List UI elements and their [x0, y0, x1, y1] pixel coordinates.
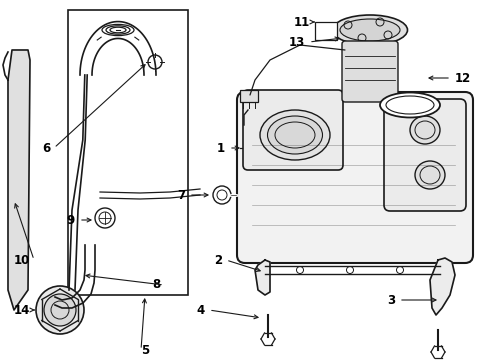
Text: 8: 8	[152, 279, 160, 292]
Text: 2: 2	[214, 253, 222, 266]
Text: 13: 13	[289, 36, 305, 49]
Polygon shape	[8, 50, 30, 310]
Bar	[315, 22, 337, 40]
Polygon shape	[430, 258, 455, 315]
Bar	[68, 10, 188, 295]
Ellipse shape	[333, 15, 408, 45]
Circle shape	[346, 266, 353, 274]
Text: 11: 11	[294, 15, 310, 28]
Ellipse shape	[268, 116, 322, 154]
Text: 7: 7	[177, 189, 185, 202]
FancyBboxPatch shape	[384, 99, 466, 211]
Ellipse shape	[415, 161, 445, 189]
Text: 9: 9	[67, 213, 75, 226]
Circle shape	[44, 294, 76, 326]
FancyBboxPatch shape	[243, 90, 343, 170]
Circle shape	[95, 208, 115, 228]
Text: 4: 4	[197, 303, 205, 316]
Text: 1: 1	[217, 141, 225, 154]
Text: 6: 6	[42, 141, 50, 154]
Text: 3: 3	[387, 293, 395, 306]
Ellipse shape	[260, 110, 330, 160]
Text: 14: 14	[14, 303, 30, 316]
Circle shape	[396, 266, 403, 274]
Polygon shape	[255, 260, 270, 295]
FancyBboxPatch shape	[342, 41, 398, 102]
FancyBboxPatch shape	[237, 92, 473, 263]
Circle shape	[296, 266, 303, 274]
Ellipse shape	[380, 93, 440, 117]
Circle shape	[36, 286, 84, 334]
Circle shape	[213, 186, 231, 204]
Text: 10: 10	[14, 253, 30, 266]
Text: 12: 12	[455, 72, 471, 85]
Ellipse shape	[410, 116, 440, 144]
Text: 5: 5	[141, 343, 149, 356]
Bar	[240, 90, 258, 102]
Ellipse shape	[340, 19, 400, 41]
